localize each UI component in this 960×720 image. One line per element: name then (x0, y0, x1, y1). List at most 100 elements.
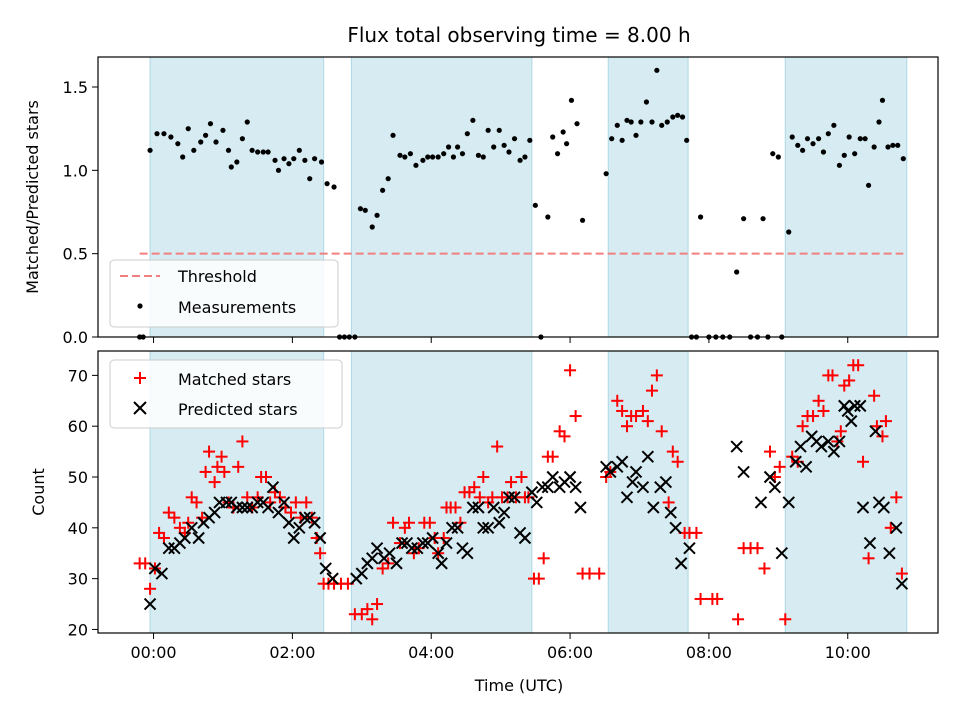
matched-star-point (611, 394, 624, 407)
matched-star-point (361, 603, 374, 616)
predicted-star-point (845, 414, 858, 428)
measurement-point (836, 162, 843, 168)
measurement-point (795, 142, 801, 148)
ratio-y-ticks: 0.0 0.5 1.0 1.5 (63, 78, 98, 347)
matched-star-point (423, 516, 436, 529)
measurement-point (286, 161, 292, 167)
matched-star-point (532, 572, 545, 585)
measurement-point (475, 152, 482, 158)
matched-star-point (260, 471, 272, 484)
measurements-legend-label: Measurements (178, 298, 296, 317)
predicted-star-point (192, 531, 205, 545)
predicted-star-point (481, 521, 495, 535)
measurement-point (374, 212, 380, 218)
matched-star-point (491, 440, 504, 453)
measurement-point (862, 136, 868, 142)
matched-star-point (211, 460, 224, 473)
predicted-star-point (525, 486, 539, 499)
matched-star-point (641, 415, 654, 428)
matched-star-point (862, 552, 875, 565)
matched-star-point (630, 410, 643, 423)
measurement-point (684, 137, 690, 143)
measurement-point (633, 132, 639, 138)
predicted-star-point (768, 480, 782, 494)
chart-title: Flux total observing time = 8.00 h (347, 23, 690, 47)
count-plot-frame (97, 350, 939, 634)
measurement-point (425, 154, 431, 160)
observing-window (784, 350, 908, 634)
measurement-point (249, 147, 255, 153)
measurement-point (260, 149, 266, 155)
x-tick-label: 00:00 (130, 643, 176, 662)
matched-star-point (314, 547, 327, 560)
matched-star-point (215, 450, 228, 463)
predicted-star-point (890, 521, 903, 535)
matched-star-point (199, 465, 212, 478)
measurement-point (532, 202, 538, 208)
matched-star-point (895, 567, 908, 580)
predicted-star-point (841, 404, 854, 418)
measurement-point (407, 151, 413, 157)
count-legend: Matched stars Predicted stars (109, 359, 343, 429)
predicted-star-point (541, 480, 555, 494)
measurement-point (225, 147, 232, 153)
predicted-star-point (518, 531, 532, 545)
predicted-star-point (355, 567, 369, 580)
predicted-star-point (251, 496, 264, 509)
measurement-point (895, 142, 901, 148)
measurement-point (628, 119, 634, 125)
measurement-point (390, 132, 396, 138)
predicted-star-point (308, 516, 321, 529)
measurement-point (234, 159, 240, 165)
measurement-point (480, 154, 486, 160)
predicted-star-point (563, 470, 577, 484)
matched-stars-points (133, 359, 908, 626)
y-tick-label: 20 (68, 620, 88, 639)
measurement-point (302, 157, 308, 163)
matched-star-point (569, 410, 582, 423)
observing-window (784, 56, 908, 338)
predicted-star-point (789, 455, 802, 468)
predicted-star-point (298, 511, 312, 524)
measurement-point (198, 139, 204, 145)
measurement-point (265, 149, 271, 155)
count-panel: 20 30 40 50 60 70 00:00 02:00 04:00 06:00 08:00 10… (29, 350, 939, 695)
measurement-point (659, 122, 665, 128)
matched-star-point (773, 460, 786, 473)
measurements-legend-swatch (137, 303, 143, 309)
measurement-point (603, 171, 609, 177)
count-y-ticks: 20 30 40 50 60 70 (68, 366, 98, 639)
predicted-star-point (664, 506, 677, 519)
predicted-star-point (261, 501, 275, 514)
matched-star-point (666, 445, 679, 458)
measurement-point (865, 182, 872, 188)
matched-star-point (203, 445, 216, 458)
predicted-star-point (883, 547, 896, 560)
predicted-star-point (822, 435, 835, 448)
measurement-point (624, 117, 630, 123)
predicted-star-point (405, 541, 418, 555)
predicted-star-point (794, 440, 807, 453)
predicted-star-point (730, 440, 743, 453)
matched-star-point (468, 481, 481, 494)
predicted-star-point (669, 521, 682, 535)
measurement-point (203, 132, 209, 138)
predicted-star-point (775, 547, 789, 560)
observing-window (607, 56, 689, 338)
measurement-point (496, 127, 502, 133)
matched-star-point (650, 369, 663, 382)
predicted-star-point (869, 425, 882, 438)
x-tick-label: 08:00 (686, 643, 732, 662)
predicted-star-point (461, 547, 474, 560)
measurement-point (638, 119, 644, 125)
matched-star-point (564, 364, 577, 377)
predicted-star-point (683, 541, 696, 555)
measurement-point (871, 144, 877, 150)
predicted-star-point (737, 465, 750, 479)
measurement-point (369, 224, 375, 230)
measurement-point (450, 154, 457, 160)
predicted-star-point (395, 536, 409, 550)
x-tick-label: 10:00 (825, 643, 871, 662)
matched-star-point (162, 506, 175, 519)
measurement-point (804, 136, 811, 142)
